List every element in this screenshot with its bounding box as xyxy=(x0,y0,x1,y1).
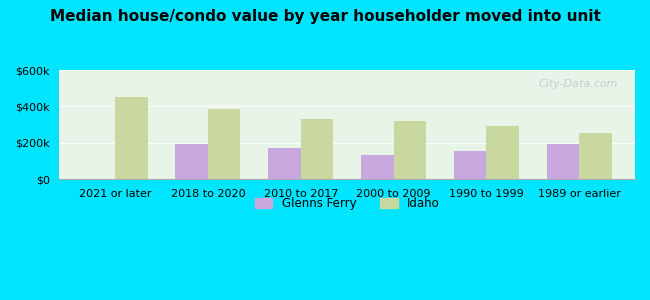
Bar xyxy=(115,97,148,179)
Bar xyxy=(301,119,333,179)
Bar xyxy=(547,144,579,179)
Bar xyxy=(454,151,486,179)
Bar xyxy=(579,133,612,179)
Bar xyxy=(486,126,519,179)
Bar xyxy=(268,148,301,179)
Text: Median house/condo value by year householder moved into unit: Median house/condo value by year househo… xyxy=(49,9,601,24)
Bar xyxy=(176,144,208,179)
Bar xyxy=(394,121,426,179)
Legend: Glenns Ferry, Idaho: Glenns Ferry, Idaho xyxy=(250,192,445,215)
Text: City-Data.com: City-Data.com xyxy=(538,79,617,89)
Bar xyxy=(208,109,240,179)
Bar xyxy=(361,154,394,179)
